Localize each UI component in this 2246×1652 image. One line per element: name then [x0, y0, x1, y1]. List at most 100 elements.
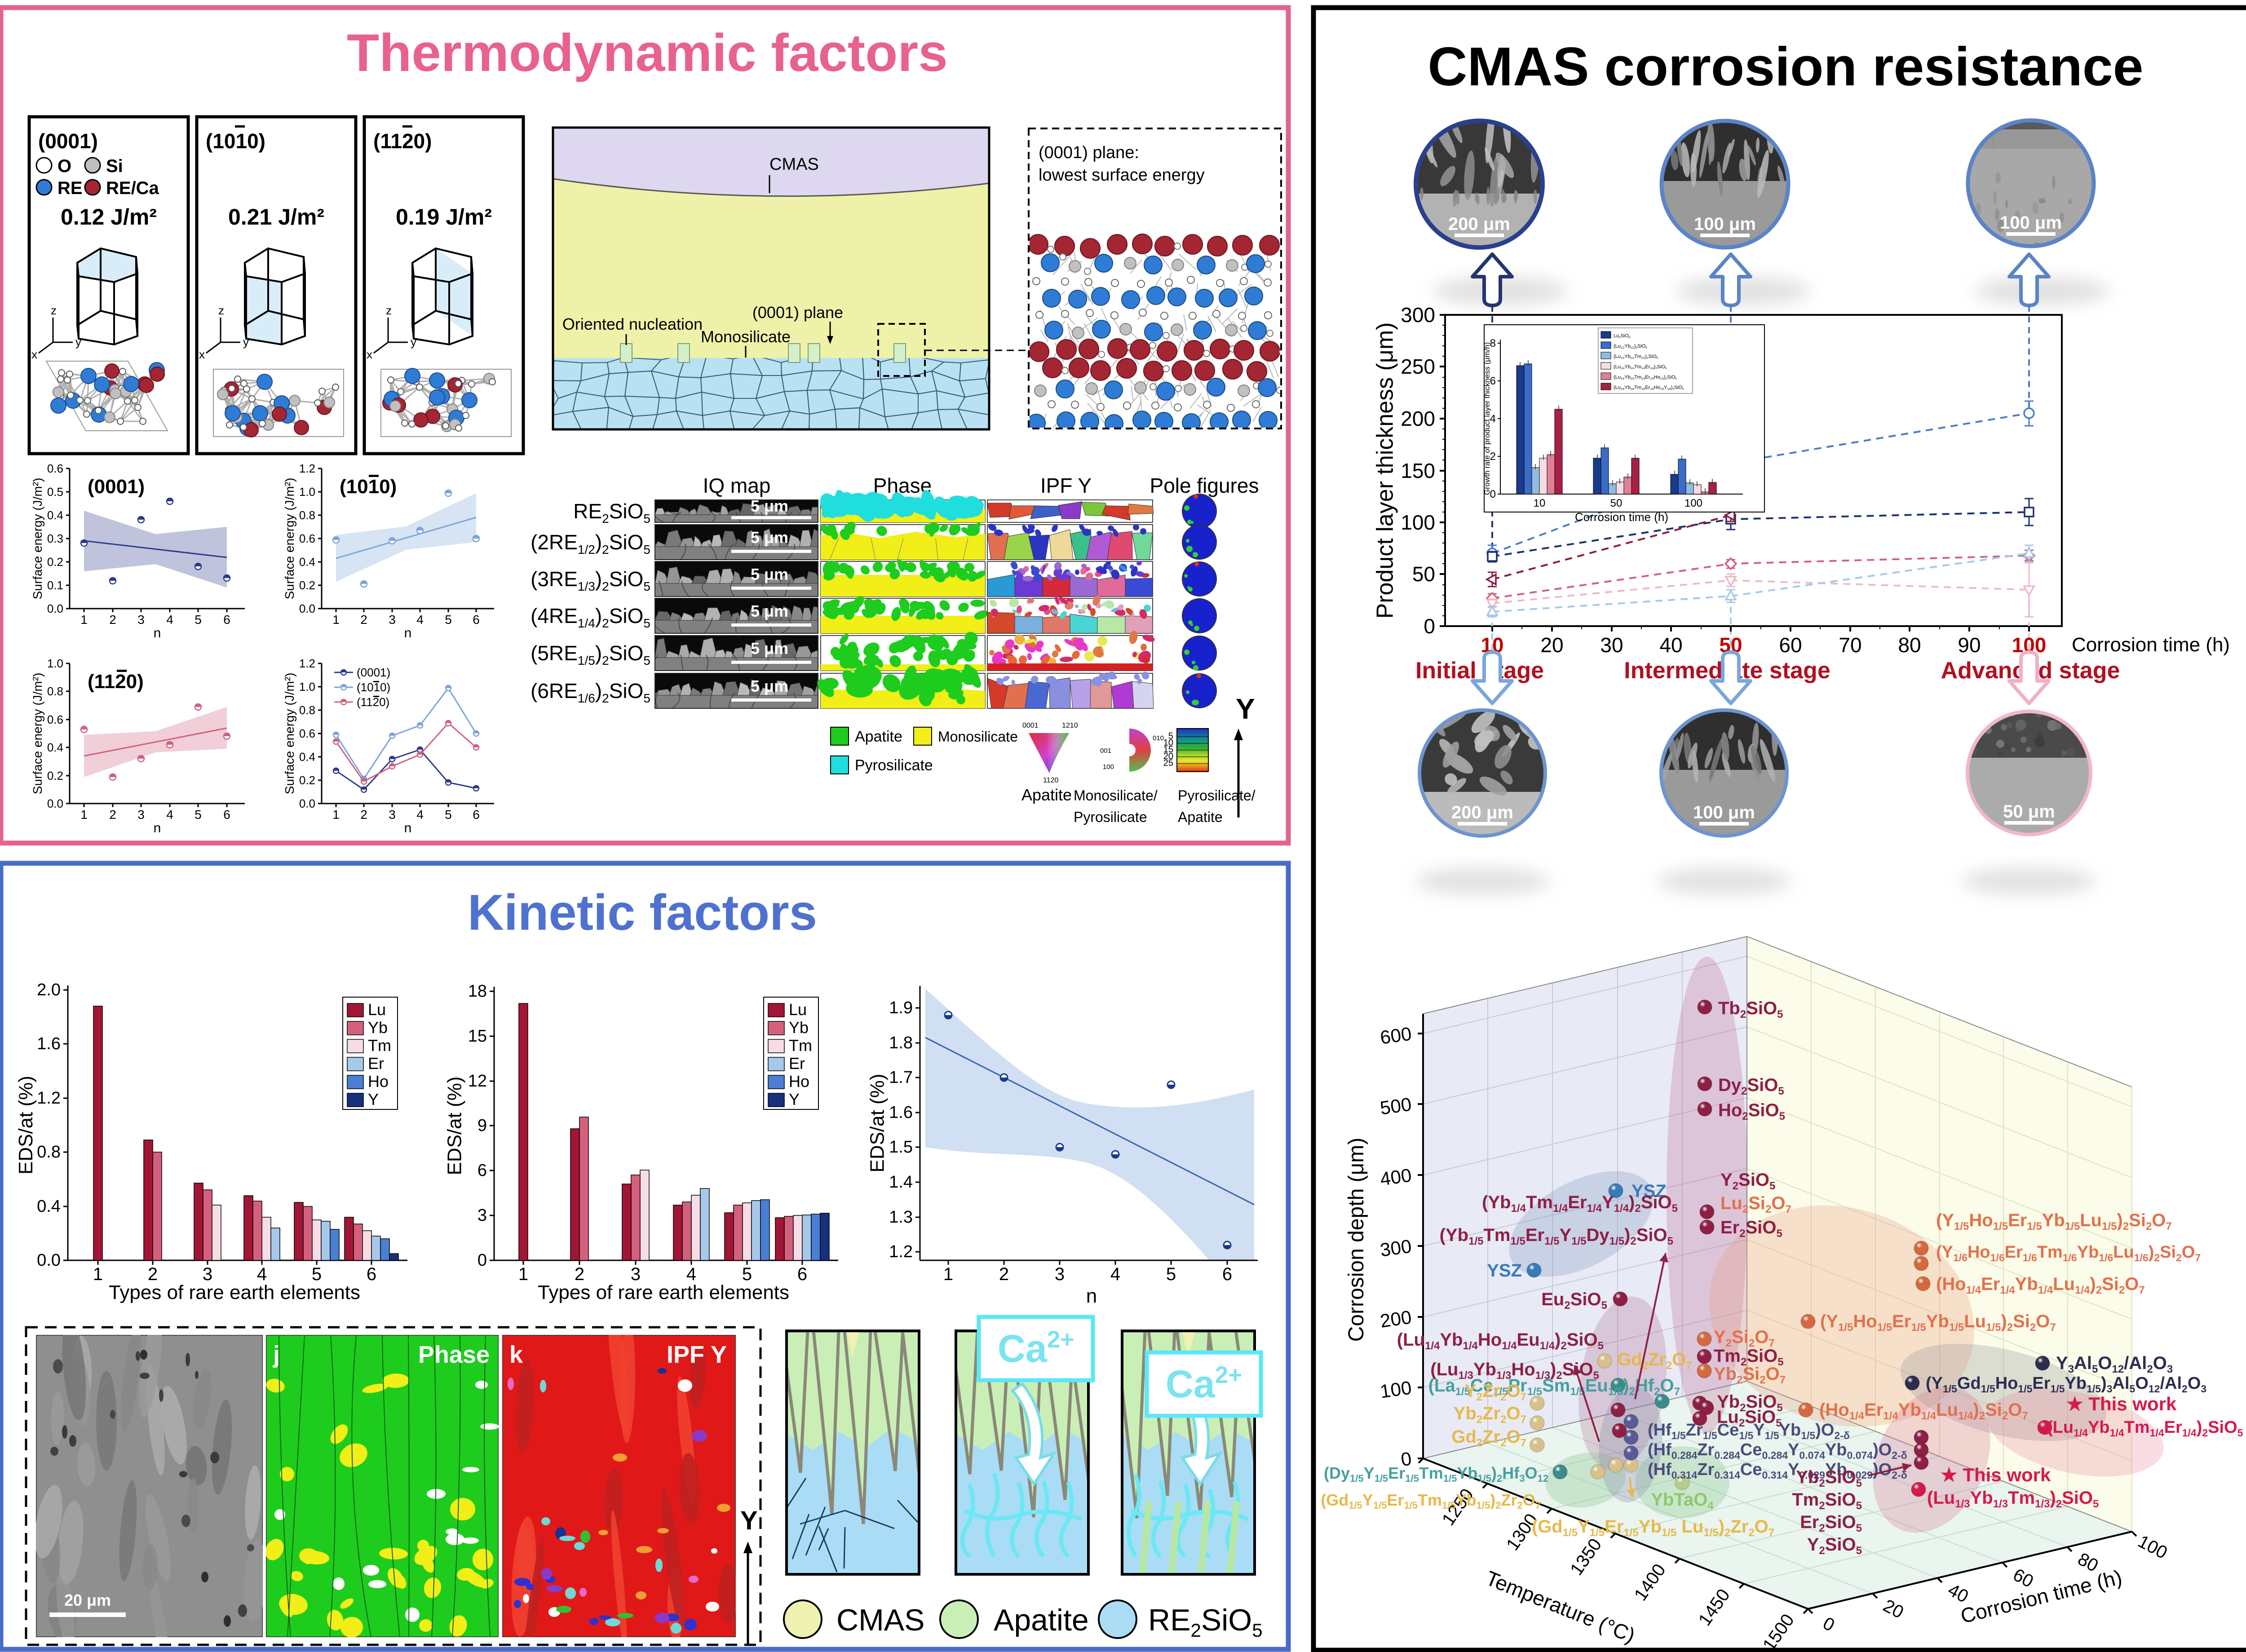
svg-text:4: 4: [686, 1264, 696, 1284]
svg-text:Thermodynamic factors: Thermodynamic factors: [347, 23, 948, 83]
svg-text:(Y1/5Ho1/5Er1/5Yb1/5Lu1/5)2Si2: (Y1/5Ho1/5Er1/5Yb1/5Lu1/5)2Si2O7: [1820, 1312, 2056, 1334]
svg-text:(Lu1/4Yb1/4Tm1/4Er1/4)2SiO5: (Lu1/4Yb1/4Tm1/4Er1/4)2SiO5: [2047, 1418, 2243, 1439]
svg-text:Er: Er: [789, 1054, 805, 1073]
svg-text:Lu: Lu: [368, 1000, 386, 1019]
svg-text:n: n: [404, 821, 412, 835]
svg-text:(Lu1/2Yb1/2)2SiO5: (Lu1/2Yb1/2)2SiO5: [1614, 344, 1647, 349]
svg-text:200: 200: [1379, 1306, 1413, 1331]
svg-text:3: 3: [203, 1264, 212, 1284]
svg-text:YSZ: YSZ: [1631, 1181, 1667, 1201]
svg-text:6: 6: [473, 613, 480, 627]
svg-text:IPF Y: IPF Y: [667, 1341, 727, 1368]
svg-text:(Y1/5Gd1/5Ho1/5Er1/5Yb1/5)3Al5: (Y1/5Gd1/5Ho1/5Er1/5Yb1/5)3Al5O12/Al2O3: [1926, 1374, 2206, 1395]
svg-text:lowest surface energy: lowest surface energy: [1039, 166, 1205, 185]
svg-text:4: 4: [166, 613, 173, 627]
svg-text:RE2SiO5: RE2SiO5: [573, 499, 650, 526]
svg-text:0.2: 0.2: [47, 769, 63, 782]
svg-text:Y2Si2O7: Y2Si2O7: [1714, 1327, 1775, 1349]
svg-text:Lu: Lu: [789, 1000, 807, 1019]
svg-text:Monosilicate: Monosilicate: [701, 327, 791, 346]
svg-text:70: 70: [1839, 633, 1861, 657]
svg-text:0.8: 0.8: [37, 1143, 61, 1162]
svg-text:0.21 J/m²: 0.21 J/m²: [228, 204, 324, 230]
svg-text:Ho: Ho: [368, 1072, 389, 1091]
svg-text:Surface energy (J/m²): Surface energy (J/m²): [283, 673, 296, 795]
svg-text:0: 0: [477, 1251, 487, 1270]
svg-text:(Ho1/4Er1/4Yb1/4Lu1/4)2Si2O7: (Ho1/4Er1/4Yb1/4Lu1/4)2Si2O7: [1936, 1274, 2145, 1296]
svg-text:Kinetic factors: Kinetic factors: [468, 884, 817, 941]
svg-text:100 μm: 100 μm: [2000, 213, 2062, 233]
svg-text:★ This work: ★ This work: [1941, 1464, 2051, 1485]
svg-text:010: 010: [1153, 734, 1164, 742]
svg-text:3: 3: [631, 1264, 641, 1284]
svg-text:IPF Y: IPF Y: [1040, 474, 1092, 497]
svg-text:Pyrosilicate/: Pyrosilicate/: [1178, 787, 1256, 804]
svg-text:EDS/at (%): EDS/at (%): [15, 1076, 37, 1175]
svg-text:0.2: 0.2: [299, 773, 315, 787]
svg-text:2: 2: [999, 1264, 1009, 1284]
svg-text:(Yb1/4Tm1/4Er1/4Y1/4)2SiO5: (Yb1/4Tm1/4Er1/4Y1/4)2SiO5: [1482, 1193, 1678, 1215]
svg-text:1.4: 1.4: [889, 1173, 913, 1192]
svg-text:0.8: 0.8: [299, 508, 315, 522]
svg-text:(0001) plane:: (0001) plane:: [1039, 143, 1139, 162]
svg-text:Types of rare earth elements: Types of rare earth elements: [109, 1281, 360, 1303]
svg-text:2: 2: [109, 808, 116, 822]
svg-text:10: 10: [1163, 738, 1173, 748]
svg-text:3: 3: [389, 808, 396, 822]
svg-text:Monosilicate: Monosilicate: [938, 729, 1018, 745]
svg-text:(1010): (1010): [206, 129, 265, 153]
svg-text:Si: Si: [106, 156, 123, 176]
svg-text:5 μm: 5 μm: [751, 639, 788, 658]
svg-text:100: 100: [1379, 1377, 1413, 1402]
svg-text:100: 100: [1684, 497, 1702, 509]
svg-text:0.6: 0.6: [47, 462, 63, 475]
svg-text:0.0: 0.0: [47, 797, 63, 810]
svg-text:Monosilicate/: Monosilicate/: [1074, 787, 1158, 804]
svg-text:Tm2SiO5: Tm2SiO5: [1792, 1490, 1862, 1512]
svg-text:1: 1: [332, 808, 340, 822]
svg-text:★ This work: ★ This work: [2066, 1393, 2177, 1414]
svg-text:(Lu1/4Yb1/4Ho1/4Eu1/4)2SiO5: (Lu1/4Yb1/4Ho1/4Eu1/4)2SiO5: [1397, 1330, 1604, 1352]
svg-text:3: 3: [1055, 1264, 1065, 1284]
svg-text:1.7: 1.7: [889, 1068, 913, 1087]
svg-text:Ho2SiO5: Ho2SiO5: [1718, 1100, 1785, 1122]
svg-text:1.5: 1.5: [889, 1138, 913, 1157]
svg-text:(Y1/5Ho1/5Er1/5Yb1/5Lu1/5)2Si2: (Y1/5Ho1/5Er1/5Yb1/5Lu1/5)2Si2O7: [1936, 1210, 2172, 1232]
svg-text:Corrosion time (h): Corrosion time (h): [2072, 634, 2230, 656]
svg-text:1.6: 1.6: [37, 1034, 61, 1053]
svg-text:(Yb1/5Tm1/5Er1/5Y1/5Dy1/5)2SiO: (Yb1/5Tm1/5Er1/5Y1/5Dy1/5)2SiO5: [1440, 1225, 1673, 1247]
svg-text:50 μm: 50 μm: [2003, 802, 2055, 822]
svg-text:(2RE1/2)2SiO5: (2RE1/2)2SiO5: [531, 530, 650, 557]
svg-text:Dy2SiO5: Dy2SiO5: [1718, 1075, 1784, 1097]
svg-text:1.6: 1.6: [889, 1103, 913, 1122]
svg-text:z: z: [51, 304, 57, 317]
svg-text:(1010): (1010): [340, 476, 397, 498]
svg-text:Pyrosilicate: Pyrosilicate: [1074, 809, 1147, 825]
svg-text:1.0: 1.0: [299, 485, 315, 499]
svg-text:5: 5: [445, 808, 452, 822]
svg-text:200 μm: 200 μm: [1451, 803, 1513, 822]
svg-text:4: 4: [416, 613, 424, 627]
svg-text:15: 15: [468, 1027, 487, 1046]
svg-text:4: 4: [1490, 413, 1496, 425]
svg-text:100: 100: [1103, 763, 1114, 771]
svg-text:20 μm: 20 μm: [64, 1591, 111, 1609]
svg-text:3: 3: [389, 613, 396, 627]
svg-text:1.0: 1.0: [299, 680, 315, 693]
svg-text:0001: 0001: [1022, 722, 1039, 729]
svg-text:10: 10: [1534, 497, 1546, 509]
svg-text:4: 4: [1110, 1264, 1120, 1284]
svg-text:5: 5: [1166, 1264, 1176, 1284]
svg-text:80: 80: [1898, 633, 1921, 657]
svg-text:4: 4: [257, 1264, 267, 1284]
svg-text:Apatite: Apatite: [855, 728, 902, 745]
svg-text:001: 001: [1100, 747, 1111, 755]
svg-text:0.4: 0.4: [299, 555, 315, 569]
svg-text:Phase: Phase: [418, 1341, 490, 1368]
svg-text:Tm: Tm: [368, 1036, 391, 1055]
svg-text:0.0: 0.0: [299, 602, 315, 615]
svg-text:Lu2Si2O7: Lu2Si2O7: [1720, 1193, 1791, 1215]
svg-text:(1120): (1120): [373, 129, 432, 153]
svg-text:1: 1: [518, 1264, 528, 1284]
svg-text:(Ho1/4Er1/4Yb1/4Lu1/4)2Si2O7: (Ho1/4Er1/4Yb1/4Lu1/4)2Si2O7: [1819, 1400, 2028, 1422]
